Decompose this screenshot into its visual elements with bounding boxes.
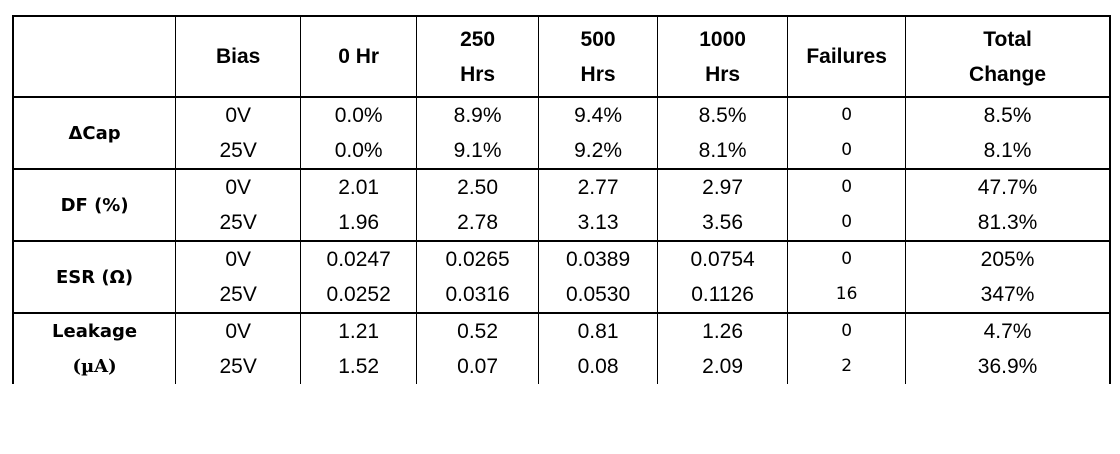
cell-total-change: 8.5% (905, 96, 1112, 133)
cell-bias: 0V (175, 312, 302, 349)
row-label-text: ESR (Ω) (56, 266, 134, 288)
table-row: ESR (Ω) 0V 0.0247 0.0265 0.0389 0.0754 0… (12, 240, 1112, 313)
cell-1000hrs: 2.97 (657, 168, 789, 205)
cell-failures: 0 (787, 168, 907, 205)
cell-1000hrs: 0.1126 (657, 277, 789, 313)
cell-1000hrs: 2.09 (657, 349, 789, 384)
cell-bias: 25V (175, 277, 302, 313)
row-label-text: DF (%) (60, 194, 129, 216)
cell-250hrs: 2.50 (416, 168, 540, 205)
header-1000hrs: 1000 Hrs (657, 15, 789, 98)
cell-250hrs: 2.78 (416, 205, 540, 241)
table-row: (µA) 25V 1.52 0.07 0.08 2.09 2 36.9% (12, 349, 1112, 384)
cell-0hr: 0.0% (300, 96, 418, 133)
header-total-line2: Change (969, 62, 1047, 86)
header-total-change: Total Change (905, 15, 1112, 98)
cell-500hrs: 9.2% (538, 133, 659, 169)
cell-bias: 0V (175, 240, 302, 277)
row-label-text: ΔCap (68, 122, 121, 144)
cell-failures: 0 (787, 133, 907, 169)
cell-1000hrs: 1.26 (657, 312, 789, 349)
cell-0hr: 1.21 (300, 312, 418, 349)
cell-bias: 25V (175, 349, 302, 384)
header-total-line1: Total (983, 27, 1032, 51)
header-500hrs-line2: Hrs (580, 62, 616, 86)
cell-total-change: 4.7% (905, 312, 1112, 349)
cell-1000hrs: 8.1% (657, 133, 789, 169)
cell-250hrs: 0.0265 (416, 240, 540, 277)
row-label-esr: ESR (Ω) (12, 240, 177, 313)
header-row: Bias 0 Hr 250 Hrs 500 Hrs 1000 Hrs Failures… (12, 15, 1112, 98)
cell-0hr: 1.52 (300, 349, 418, 384)
cell-bias: 25V (175, 205, 302, 241)
table-row: 25V 0.0252 0.0316 0.0530 0.1126 16 347% (13, 277, 1112, 313)
cell-total-change: 347% (905, 277, 1112, 313)
cell-total-change: 36.9% (905, 349, 1112, 384)
cell-0hr: 0.0247 (300, 240, 418, 277)
header-1000hrs-line1: 1000 (699, 27, 746, 51)
cell-failures: 0 (787, 205, 907, 241)
cell-failures: 0 (787, 240, 907, 277)
row-label-leakage-line2: (µA) (12, 349, 177, 384)
table-row: ΔCap 0V 0.0% 8.9% 9.4% 8.5% 0 8.5% (12, 96, 1112, 169)
results-table: Bias 0 Hr 250 Hrs 500 Hrs 1000 Hrs Failures… (12, 15, 1112, 384)
cell-total-change: 81.3% (905, 205, 1112, 241)
header-bias: Bias (175, 15, 302, 98)
cell-failures: 2 (787, 349, 907, 384)
table-row: 25V 1.96 2.78 3.13 3.56 0 81.3% (13, 205, 1112, 241)
cell-500hrs: 0.0389 (538, 240, 659, 277)
cell-250hrs: 0.0316 (416, 277, 540, 313)
cell-500hrs: 0.0530 (538, 277, 659, 313)
header-0hr: 0 Hr (300, 15, 418, 98)
cell-total-change: 47.7% (905, 168, 1112, 205)
row-label-df: DF (%) (12, 168, 177, 241)
cell-1000hrs: 8.5% (657, 96, 789, 133)
cell-bias: 0V (175, 168, 302, 205)
row-label-leakage-line1: Leakage (12, 312, 177, 349)
table-row: DF (%) 0V 2.01 2.50 2.77 2.97 0 47.7% (12, 168, 1112, 241)
cell-bias: 0V (175, 96, 302, 133)
row-label-text: (µA) (72, 356, 117, 377)
cell-500hrs: 3.13 (538, 205, 659, 241)
cell-failures: 0 (787, 96, 907, 133)
cell-500hrs: 0.08 (538, 349, 659, 384)
cell-250hrs: 0.07 (416, 349, 540, 384)
cell-500hrs: 0.81 (538, 312, 659, 349)
cell-failures: 0 (787, 312, 907, 349)
header-500hrs: 500 Hrs (538, 15, 659, 98)
table-row: Leakage 0V 1.21 0.52 0.81 1.26 0 4.7% (12, 312, 1112, 349)
cell-500hrs: 9.4% (538, 96, 659, 133)
table-row: 25V 0.0% 9.1% 9.2% 8.1% 0 8.1% (13, 133, 1112, 169)
header-1000hrs-line2: Hrs (705, 62, 741, 86)
cell-failures: 16 (787, 277, 907, 313)
cell-500hrs: 2.77 (538, 168, 659, 205)
cell-total-change: 205% (905, 240, 1112, 277)
row-label-dcap: ΔCap (12, 96, 177, 169)
header-empty (12, 15, 177, 98)
cell-0hr: 1.96 (300, 205, 418, 241)
header-failures: Failures (787, 15, 907, 98)
cell-0hr: 2.01 (300, 168, 418, 205)
header-250hrs-line1: 250 (460, 27, 496, 51)
cell-1000hrs: 3.56 (657, 205, 789, 241)
header-250hrs-line2: Hrs (460, 62, 496, 86)
row-label-text: Leakage (52, 321, 138, 342)
cell-bias: 25V (175, 133, 302, 169)
cell-total-change: 8.1% (905, 133, 1112, 169)
cell-250hrs: 8.9% (416, 96, 540, 133)
header-250hrs: 250 Hrs (416, 15, 540, 98)
cell-250hrs: 9.1% (416, 133, 540, 169)
header-500hrs-line1: 500 (580, 27, 616, 51)
cell-0hr: 0.0252 (300, 277, 418, 313)
cell-0hr: 0.0% (300, 133, 418, 169)
cell-250hrs: 0.52 (416, 312, 540, 349)
table-container: Bias 0 Hr 250 Hrs 500 Hrs 1000 Hrs Failures… (12, 0, 1112, 454)
cell-1000hrs: 0.0754 (657, 240, 789, 277)
